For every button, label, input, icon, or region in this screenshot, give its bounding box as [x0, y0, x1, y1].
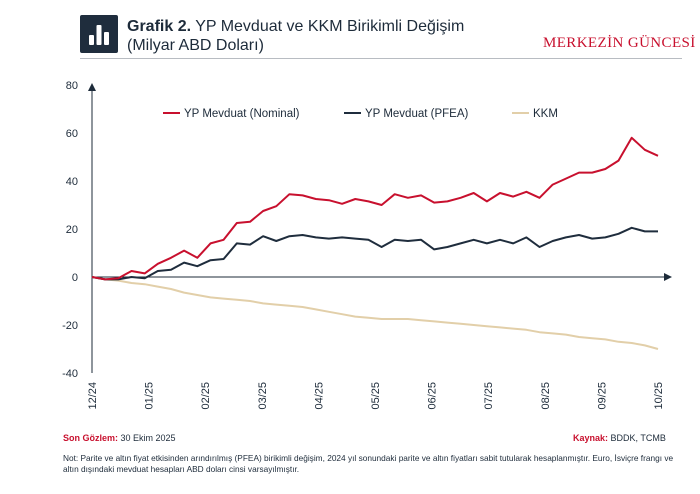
y-tick-label: -40 — [62, 368, 78, 380]
y-tick-label: 40 — [66, 176, 78, 188]
chart-title-prefix: Grafik 2. — [127, 18, 192, 35]
x-tick-label: 08/25 — [540, 382, 552, 410]
y-tick-label: 60 — [66, 128, 78, 140]
x-tick-label: 06/25 — [427, 382, 439, 410]
line-chart: 80 60 40 20 0 -20 -40 12/24 01/25 02/25 03/25 04/25… — [62, 80, 672, 410]
chart-title: Grafik 2. YP Mevduat ve KKM Birikimli De… — [127, 17, 464, 55]
x-tick-label: 12/24 — [87, 382, 99, 410]
brand-logo-text: MERKEZİN GÜNCESİ — [543, 35, 696, 51]
bar-chart-icon — [89, 25, 109, 45]
series-line-kkm — [91, 276, 659, 350]
chart-title-sub: (Milyar ABD Doları) — [127, 37, 264, 54]
source-value: BDDK, TCMB — [610, 433, 666, 443]
chart-title-main: YP Mevduat ve KKM Birikimli Değişim — [195, 18, 465, 35]
y-tick-label: 0 — [72, 272, 78, 284]
x-tick-label: 03/25 — [257, 382, 269, 410]
series-line-nominal — [91, 136, 659, 281]
y-axis-arrow — [88, 83, 96, 91]
x-tick-label: 02/25 — [200, 382, 212, 410]
footnote: Not: Parite ve altın fiyat etkisinden ar… — [63, 453, 674, 474]
y-tick-label: 20 — [66, 224, 78, 236]
x-tick-label: 05/25 — [370, 382, 382, 410]
last-observation: Son Gözlem: 30 Ekim 2025 — [63, 433, 176, 443]
chart-logo — [80, 15, 118, 53]
x-tick-label: 09/25 — [596, 382, 608, 410]
legend-label-kkm: KKM — [533, 108, 558, 120]
source: Kaynak: BDDK, TCMB — [573, 433, 666, 443]
x-tick-label: 01/25 — [144, 382, 156, 410]
source-label: Kaynak: — [573, 433, 609, 443]
legend-label-pfea: YP Mevduat (PFEA) — [365, 108, 468, 120]
last-observation-value: 30 Ekim 2025 — [120, 433, 176, 443]
header-divider — [80, 58, 682, 59]
x-tick-label: 10/25 — [653, 382, 665, 410]
series-line-pfea — [91, 226, 658, 281]
last-observation-label: Son Gözlem: — [63, 433, 119, 443]
y-tick-label: 80 — [66, 80, 78, 92]
x-tick-label: 04/25 — [313, 382, 325, 410]
x-axis-arrow — [664, 273, 672, 281]
x-tick-label: 07/25 — [483, 382, 495, 410]
legend-label-nominal: YP Mevduat (Nominal) — [184, 108, 300, 120]
y-tick-label: -20 — [62, 320, 78, 332]
